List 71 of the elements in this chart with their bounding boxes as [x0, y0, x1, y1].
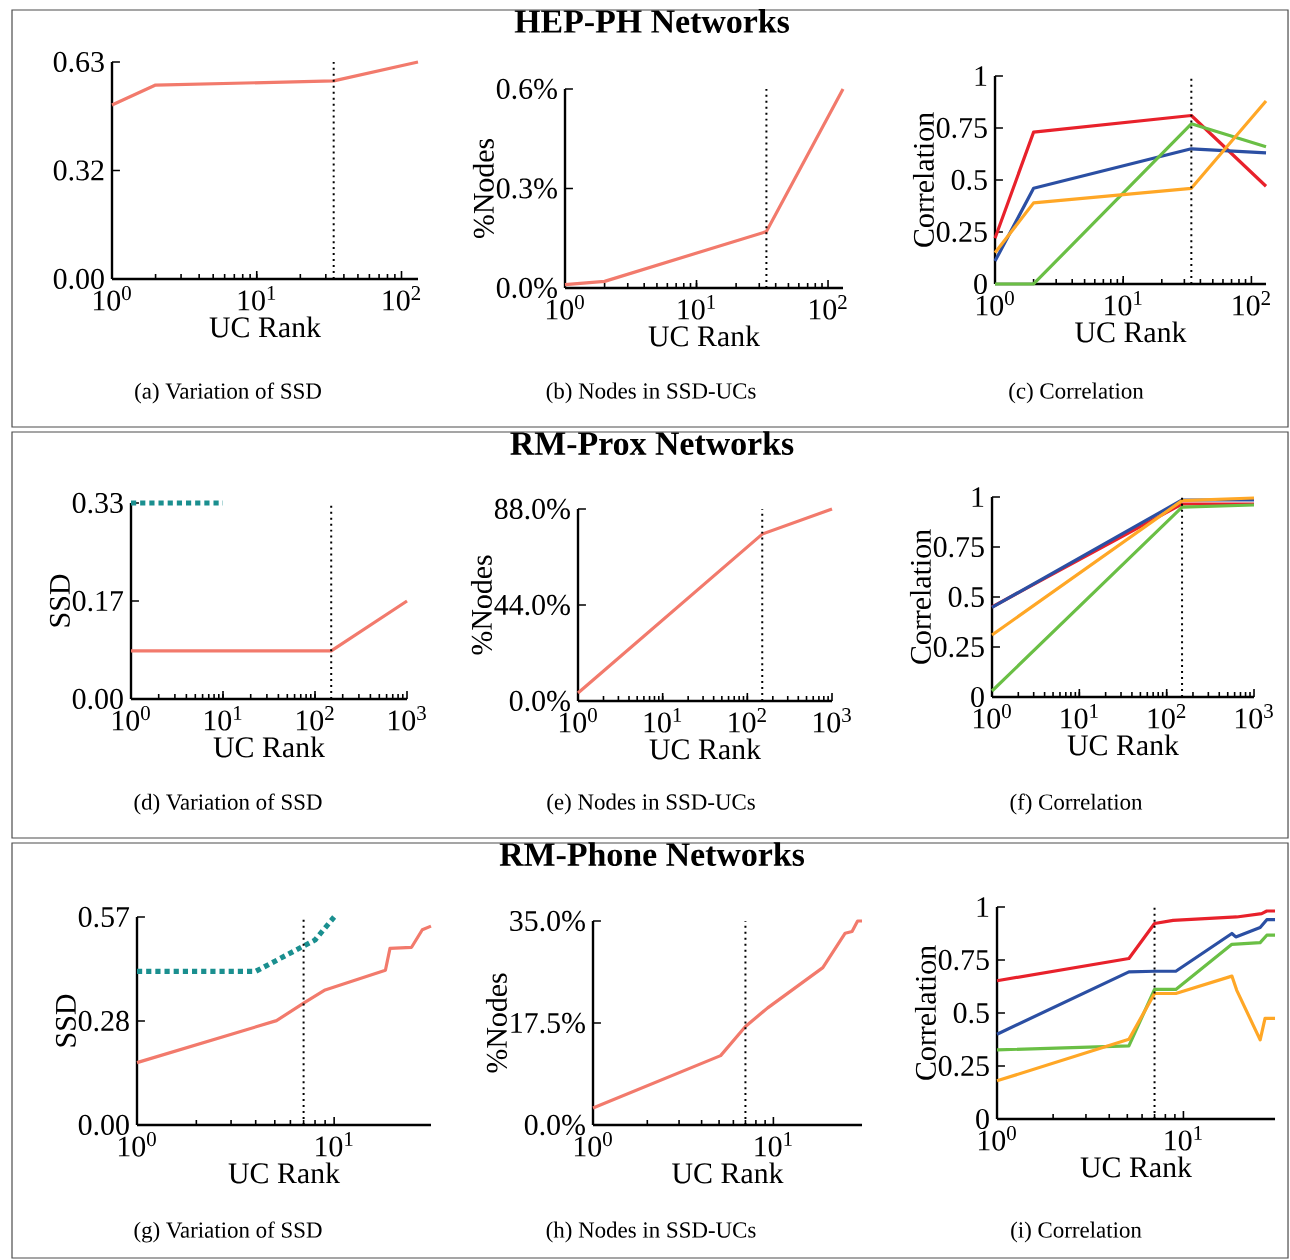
x-axis-title: UC Rank	[1067, 734, 1180, 756]
y-tick-label: 0.28	[78, 1010, 129, 1032]
chart-title: RM-Phone Networks	[499, 842, 805, 866]
y-axis-title: %Nodes	[485, 973, 508, 1073]
x-tick-label: 10$^{2}$	[1233, 291, 1270, 316]
y-axis-title: Correlation	[912, 112, 934, 247]
y-tick-label: 1	[972, 487, 984, 507]
y-axis-title: Correlation	[909, 529, 931, 664]
text: (b) Nodes in SSD-UCs	[546, 382, 756, 404]
x-tick-label: 10$^{1}$	[238, 286, 276, 311]
y-tick-label: 0.25	[936, 221, 987, 243]
x-tick-label: 10$^{1}$	[1165, 1126, 1202, 1151]
y-tick-label: 0.25	[933, 636, 984, 658]
y-axis-title: %Nodes	[470, 555, 493, 655]
y-axis-title: SSD	[49, 574, 70, 627]
y-tick-label: 35.0%	[510, 910, 585, 932]
x-tick-label: 10$^{1}$	[316, 1132, 353, 1157]
x-tick-label: 10$^{2}$	[296, 706, 334, 731]
y-tick-label: 0.5	[953, 1002, 989, 1024]
x-tick-label: 10$^{1}$	[678, 295, 715, 320]
x-axis-title: UC Rank	[209, 316, 322, 338]
chart-title: RM-Prox Networks	[510, 431, 794, 455]
x-axis-title: UC Rank	[648, 325, 761, 347]
y-tick-label: 1	[977, 897, 989, 917]
x-tick-label: 10$^{2}$	[729, 708, 766, 733]
text: (f) Correlation	[1010, 793, 1143, 815]
text: (c) Correlation	[1009, 382, 1144, 404]
x-tick-label: 10$^{1}$	[1061, 704, 1098, 729]
y-tick-label: 0.75	[936, 117, 987, 139]
x-axis-title: UC Rank	[228, 1162, 341, 1184]
x-axis-title: UC Rank	[672, 1162, 784, 1184]
y-tick-label: 0.32	[53, 160, 104, 181]
y-tick-label: 0.25	[938, 1055, 989, 1077]
text: (h) Nodes in SSD-UCs	[546, 1221, 756, 1243]
y-tick-label: 88.0%	[494, 498, 570, 520]
x-axis-title: UC Rank	[649, 738, 762, 760]
x-tick-label: 10$^{2}$	[1148, 704, 1186, 729]
chart-title: HEP-PH Networks	[514, 9, 789, 33]
y-tick-label: 0.75	[938, 949, 989, 971]
y-tick-label: 0.63	[53, 51, 104, 73]
y-tick-label: 0.3%	[496, 178, 557, 199]
y-tick-label: 44.0%	[494, 594, 570, 616]
x-tick-label: 10$^{3}$	[813, 708, 851, 733]
y-tick-label: 0.75	[933, 536, 984, 558]
y-tick-label: 0.5	[951, 169, 987, 191]
y-axis-title: Correlation	[914, 945, 936, 1080]
x-tick-label: 10$^{1}$	[204, 706, 242, 731]
y-tick-label: 0.5	[948, 586, 984, 608]
y-tick-label: 0.57	[78, 906, 130, 928]
x-axis-title: UC Rank	[1075, 321, 1187, 343]
text: (d) Variation of SSD	[134, 793, 322, 815]
x-axis-title: UC Rank	[1080, 1156, 1193, 1178]
y-tick-label: 0.17	[72, 590, 124, 612]
x-tick-label: 10$^{1}$	[644, 708, 682, 733]
y-tick-label: 17.5%	[511, 1012, 585, 1034]
x-tick-label: 10$^{2}$	[809, 295, 847, 320]
x-tick-label: 10$^{3}$	[388, 706, 426, 731]
x-tick-label: 10$^{1}$	[1105, 291, 1142, 316]
y-tick-label: 0.6%	[496, 78, 557, 100]
x-tick-label: 10$^{1}$	[755, 1132, 792, 1157]
text: (i) Correlation	[1011, 1221, 1142, 1243]
text: (g) Variation of SSD	[134, 1221, 322, 1243]
text: (e) Nodes in SSD-UCs	[547, 793, 755, 815]
y-tick-label: 0.33	[72, 492, 123, 514]
x-tick-label: 10$^{3}$	[1235, 704, 1273, 729]
y-tick-label: 1	[975, 66, 987, 86]
text: (a) Variation of SSD	[135, 382, 321, 404]
x-axis-title: UC Rank	[213, 736, 326, 758]
x-tick-label: 10$^{2}$	[383, 286, 421, 311]
y-axis-title: %Nodes	[472, 138, 494, 239]
y-axis-title: SSD	[55, 994, 76, 1047]
